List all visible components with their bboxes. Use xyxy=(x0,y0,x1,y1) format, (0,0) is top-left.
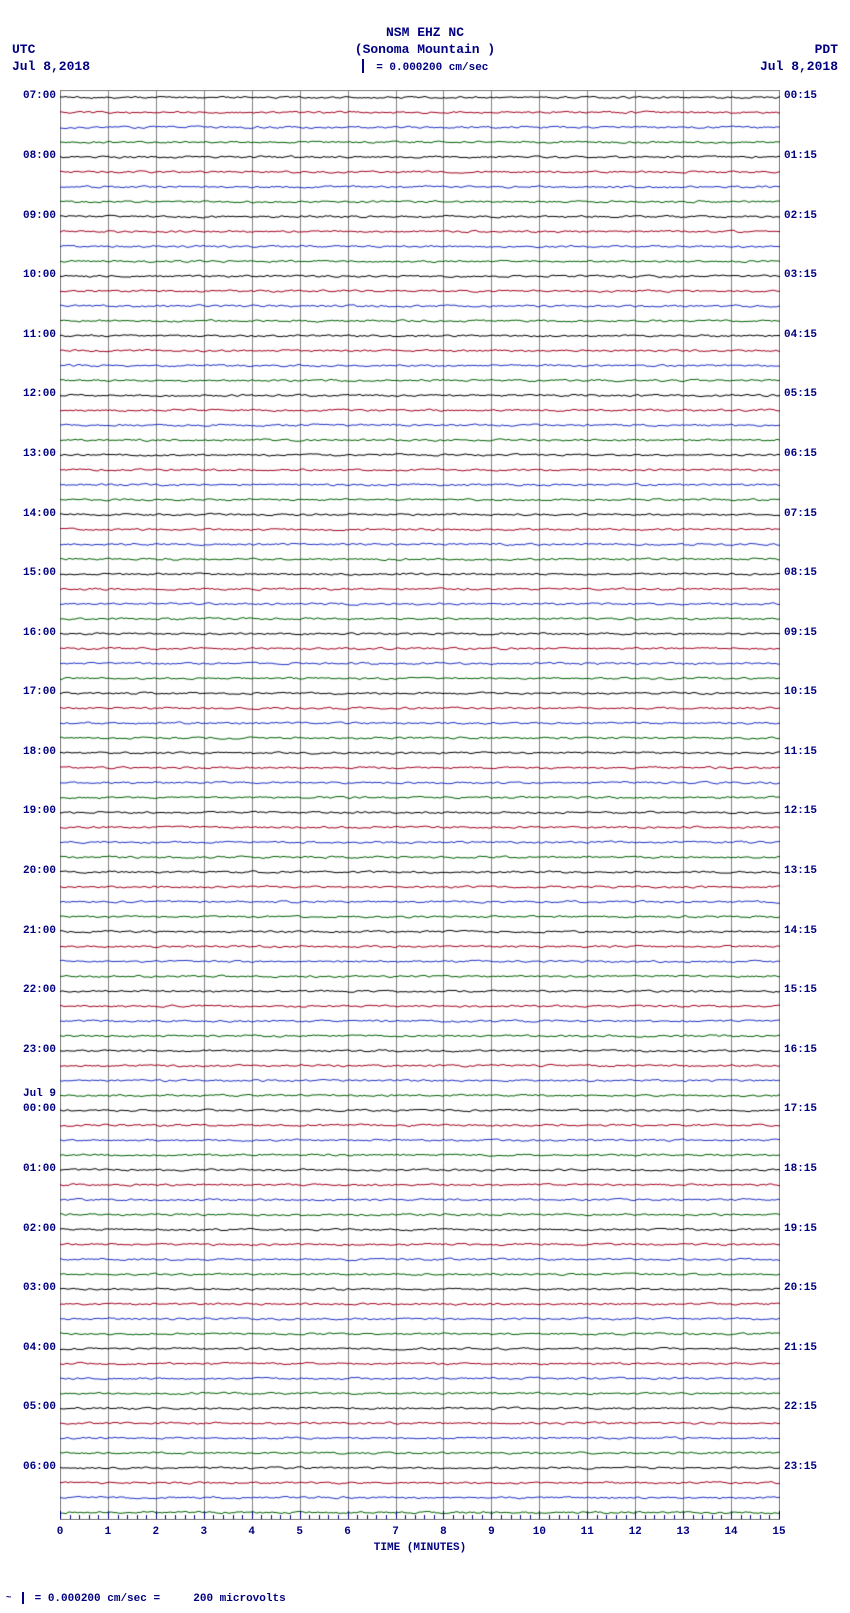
xaxis-tick-label: 12 xyxy=(629,1526,642,1538)
xaxis-tick-label: 6 xyxy=(344,1526,351,1538)
footer-text-left: = 0.000200 cm/sec = xyxy=(35,1593,160,1605)
utc-hour-label: 17:00 xyxy=(23,686,56,698)
seismogram-container: UTC Jul 8,2018 NSM EHZ NC (Sonoma Mounta… xyxy=(0,0,850,1613)
utc-date-break: Jul 9 xyxy=(23,1088,56,1100)
utc-hour-label: 10:00 xyxy=(23,269,56,281)
pdt-hour-label: 20:15 xyxy=(784,1282,817,1294)
pdt-hour-label: 06:15 xyxy=(784,448,817,460)
station-location: (Sonoma Mountain ) xyxy=(0,42,850,59)
xaxis-tick-label: 2 xyxy=(153,1526,160,1538)
station-code: NSM EHZ NC xyxy=(0,25,850,42)
pdt-hour-label: 21:15 xyxy=(784,1342,817,1354)
pdt-hour-label: 18:15 xyxy=(784,1163,817,1175)
xaxis-tick-label: 8 xyxy=(440,1526,447,1538)
utc-hour-label: 21:00 xyxy=(23,925,56,937)
pdt-hour-label: 23:15 xyxy=(784,1461,817,1473)
utc-hour-label: 04:00 xyxy=(23,1342,56,1354)
utc-hour-label: 00:00 xyxy=(23,1103,56,1115)
scale-indicator: = 0.000200 cm/sec xyxy=(0,60,850,74)
pdt-hour-label: 11:15 xyxy=(784,746,817,758)
seismogram-plot xyxy=(60,90,780,1520)
xaxis-tick-label: 1 xyxy=(105,1526,112,1538)
xaxis-tick-label: 9 xyxy=(488,1526,495,1538)
pdt-hour-label: 00:15 xyxy=(784,90,817,102)
xaxis-tick-label: 3 xyxy=(200,1526,207,1538)
pdt-hour-label: 04:15 xyxy=(784,329,817,341)
scale-text: = 0.000200 cm/sec xyxy=(376,62,488,74)
pdt-hour-label: 02:15 xyxy=(784,210,817,222)
scale-bar-icon xyxy=(362,59,364,73)
pdt-hour-label: 07:15 xyxy=(784,508,817,520)
utc-hour-label: 22:00 xyxy=(23,984,56,996)
utc-hour-label: 08:00 xyxy=(23,150,56,162)
pdt-hour-label: 08:15 xyxy=(784,567,817,579)
utc-hour-label: 13:00 xyxy=(23,448,56,460)
footer-prefix: ~ xyxy=(6,1593,11,1603)
xaxis-tick-label: 5 xyxy=(296,1526,303,1538)
pdt-hour-label: 01:15 xyxy=(784,150,817,162)
footer-bar-icon xyxy=(22,1592,24,1604)
xaxis-tick-label: 14 xyxy=(724,1526,737,1538)
utc-hour-label: 05:00 xyxy=(23,1401,56,1413)
xaxis-tick-label: 0 xyxy=(57,1526,64,1538)
pdt-hour-label: 17:15 xyxy=(784,1103,817,1115)
pdt-hour-label: 05:15 xyxy=(784,388,817,400)
pdt-hour-label: 09:15 xyxy=(784,627,817,639)
xaxis-tick-label: 13 xyxy=(677,1526,690,1538)
pdt-hour-label: 10:15 xyxy=(784,686,817,698)
utc-hour-label: 07:00 xyxy=(23,90,56,102)
utc-hour-label: 14:00 xyxy=(23,508,56,520)
utc-hour-label: 23:00 xyxy=(23,1044,56,1056)
utc-hour-label: 01:00 xyxy=(23,1163,56,1175)
footer-scale: ~ = 0.000200 cm/sec = 200 microvolts xyxy=(6,1592,286,1605)
footer-text-right: 200 microvolts xyxy=(193,1593,285,1605)
xaxis-tick-label: 7 xyxy=(392,1526,399,1538)
utc-hour-label: 18:00 xyxy=(23,746,56,758)
utc-hour-label: 11:00 xyxy=(23,329,56,341)
pdt-hour-label: 13:15 xyxy=(784,865,817,877)
utc-hour-label: 12:00 xyxy=(23,388,56,400)
station-header: NSM EHZ NC (Sonoma Mountain ) xyxy=(0,25,850,59)
utc-hour-label: 06:00 xyxy=(23,1461,56,1473)
xaxis-tick-label: 11 xyxy=(581,1526,594,1538)
utc-hour-label: 02:00 xyxy=(23,1223,56,1235)
xaxis-tick-label: 15 xyxy=(772,1526,785,1538)
pdt-hour-label: 15:15 xyxy=(784,984,817,996)
utc-hour-label: 16:00 xyxy=(23,627,56,639)
pdt-hour-label: 22:15 xyxy=(784,1401,817,1413)
utc-hour-label: 15:00 xyxy=(23,567,56,579)
pdt-hour-label: 03:15 xyxy=(784,269,817,281)
pdt-hour-label: 12:15 xyxy=(784,805,817,817)
utc-hour-label: 20:00 xyxy=(23,865,56,877)
pdt-hour-label: 14:15 xyxy=(784,925,817,937)
xaxis-title: TIME (MINUTES) xyxy=(374,1542,466,1554)
xaxis-tick-label: 10 xyxy=(533,1526,546,1538)
xaxis-tick-label: 4 xyxy=(248,1526,255,1538)
pdt-tz-label: PDT xyxy=(760,42,838,59)
utc-hour-label: 19:00 xyxy=(23,805,56,817)
utc-hour-label: 09:00 xyxy=(23,210,56,222)
utc-hour-label: 03:00 xyxy=(23,1282,56,1294)
pdt-hour-label: 16:15 xyxy=(784,1044,817,1056)
pdt-hour-label: 19:15 xyxy=(784,1223,817,1235)
